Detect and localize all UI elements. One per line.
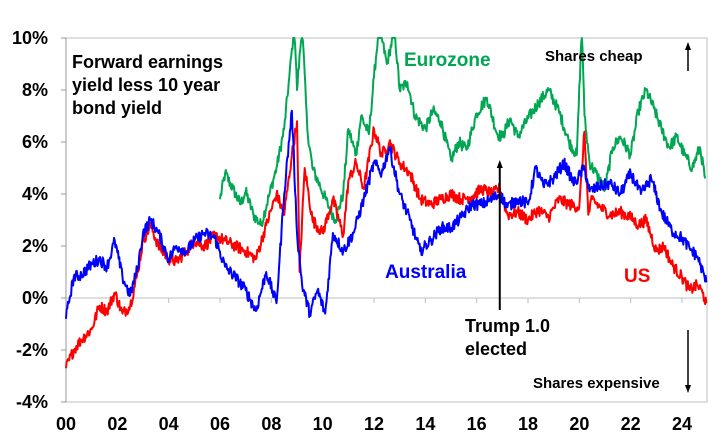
trump-line-1: Trump 1.0 xyxy=(465,316,550,336)
y-tick-label: 8% xyxy=(22,80,48,100)
x-tick-label: 02 xyxy=(107,414,127,434)
x-axis: 00 02 04 06 08 10 12 14 16 18 20 22 24 xyxy=(56,298,692,434)
title-line-2: yield less 10 year xyxy=(72,75,220,95)
series-line-us xyxy=(65,120,708,369)
title-line-3: bond yield xyxy=(72,98,162,118)
x-tick-label: 00 xyxy=(56,414,76,434)
x-tick-label: 12 xyxy=(364,414,384,434)
y-tick-label: 4% xyxy=(22,184,48,204)
eurozone-label: Eurozone xyxy=(404,50,491,71)
trump-annotation: Trump 1.0 elected xyxy=(465,316,555,359)
x-tick-label: 08 xyxy=(261,414,281,434)
series-line-australia xyxy=(65,109,708,319)
shares-expensive-label: Shares expensive xyxy=(533,375,660,392)
y-tick-label: 6% xyxy=(22,132,48,152)
shares-cheap-label: Shares cheap xyxy=(545,48,643,65)
us-label: US xyxy=(624,266,650,287)
x-tick-label: 18 xyxy=(518,414,538,434)
y-tick-label: 2% xyxy=(22,236,48,256)
y-tick-label: 10% xyxy=(12,28,48,48)
chart-title: Forward earnings yield less 10 year bond… xyxy=(72,52,228,118)
x-tick-label: 24 xyxy=(672,414,692,434)
y-tick-label: -4% xyxy=(16,392,48,412)
trump-line-2: elected xyxy=(465,339,527,359)
x-tick-label: 14 xyxy=(415,414,435,434)
y-tick-label: 0% xyxy=(22,288,48,308)
y-tick-label: -2% xyxy=(16,340,48,360)
up-arrow-head-icon xyxy=(685,42,691,50)
x-tick-label: 22 xyxy=(621,414,641,434)
x-tick-label: 06 xyxy=(210,414,230,434)
trump-arrow-head-icon xyxy=(496,160,503,168)
y-axis: -4% -2% 0% 2% 4% 6% 8% 10% xyxy=(12,28,66,412)
x-tick-label: 04 xyxy=(159,414,179,434)
australia-label: Australia xyxy=(385,262,467,283)
x-tick-label: 10 xyxy=(313,414,333,434)
x-tick-label: 16 xyxy=(467,414,487,434)
x-tick-label: 20 xyxy=(569,414,589,434)
series-line-eurozone xyxy=(219,37,707,227)
down-arrow-head-icon xyxy=(685,385,691,393)
series-group xyxy=(65,37,708,369)
title-line-1: Forward earnings xyxy=(72,52,223,72)
